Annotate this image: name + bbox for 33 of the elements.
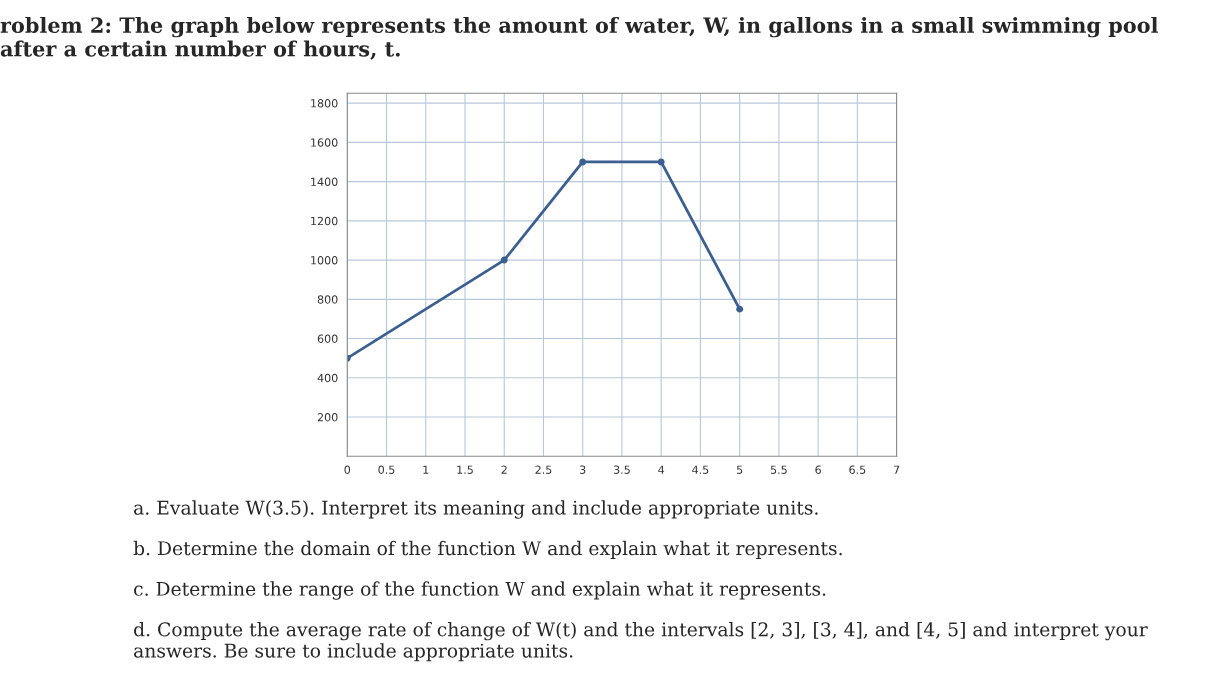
y-tick-label: 200 (317, 413, 338, 422)
y-tick-label: 1800 (311, 99, 338, 108)
x-tick-label: 7 (893, 465, 900, 474)
x-tick-label: 4 (658, 465, 665, 474)
x-tick-label: 2.5 (535, 465, 552, 474)
x-tick-label: 6.5 (849, 465, 866, 474)
text: d. Compute the average rate of change of W(t) and the intervals [2, 3], [3, 4], and [4, 5] and interpret your answers. Be sure to include appropriate units. (134, 621, 1148, 662)
point (579, 158, 587, 166)
y-tick-label: 800 (317, 295, 338, 304)
point (657, 158, 665, 166)
y-tick-label: 1200 (311, 216, 338, 226)
x-tick-label: 0.5 (378, 465, 395, 474)
x-tick-label: 0 (344, 465, 351, 474)
y-tick-label: 1000 (311, 256, 338, 265)
text: c. Determine the range of the function W and explain what it represents. (134, 581, 826, 600)
x-tick-label: 5.5 (770, 465, 787, 474)
x-tick-label: 1 (423, 465, 429, 474)
x-tick-label: 6 (815, 465, 821, 474)
x-tick-label: 2 (501, 465, 507, 474)
y-tick-label: 1600 (311, 138, 338, 147)
point (500, 256, 508, 264)
text: b. Determine the domain of the function W and explain what it represents. (133, 540, 842, 559)
x-tick-label: 5 (736, 465, 743, 474)
point (736, 305, 744, 313)
chart-title: roblem 2: The graph below represents the amount of water, W, in gallons in a small swimming pool after a certain number of hours, t. (0, 16, 1158, 60)
x-tick-label: 1.5 (457, 465, 473, 474)
x-tick-label: 3.5 (613, 465, 630, 474)
x-tick-label: 4.5 (692, 465, 709, 474)
x-tick-label: 3 (580, 465, 586, 474)
text: a. Evaluate W(3.5). Interpret its meaning and include appropriate units. (134, 500, 818, 519)
y-tick-label: 600 (317, 334, 338, 343)
y-tick-label: 1400 (311, 177, 338, 186)
y-tick-label: 400 (317, 373, 338, 383)
